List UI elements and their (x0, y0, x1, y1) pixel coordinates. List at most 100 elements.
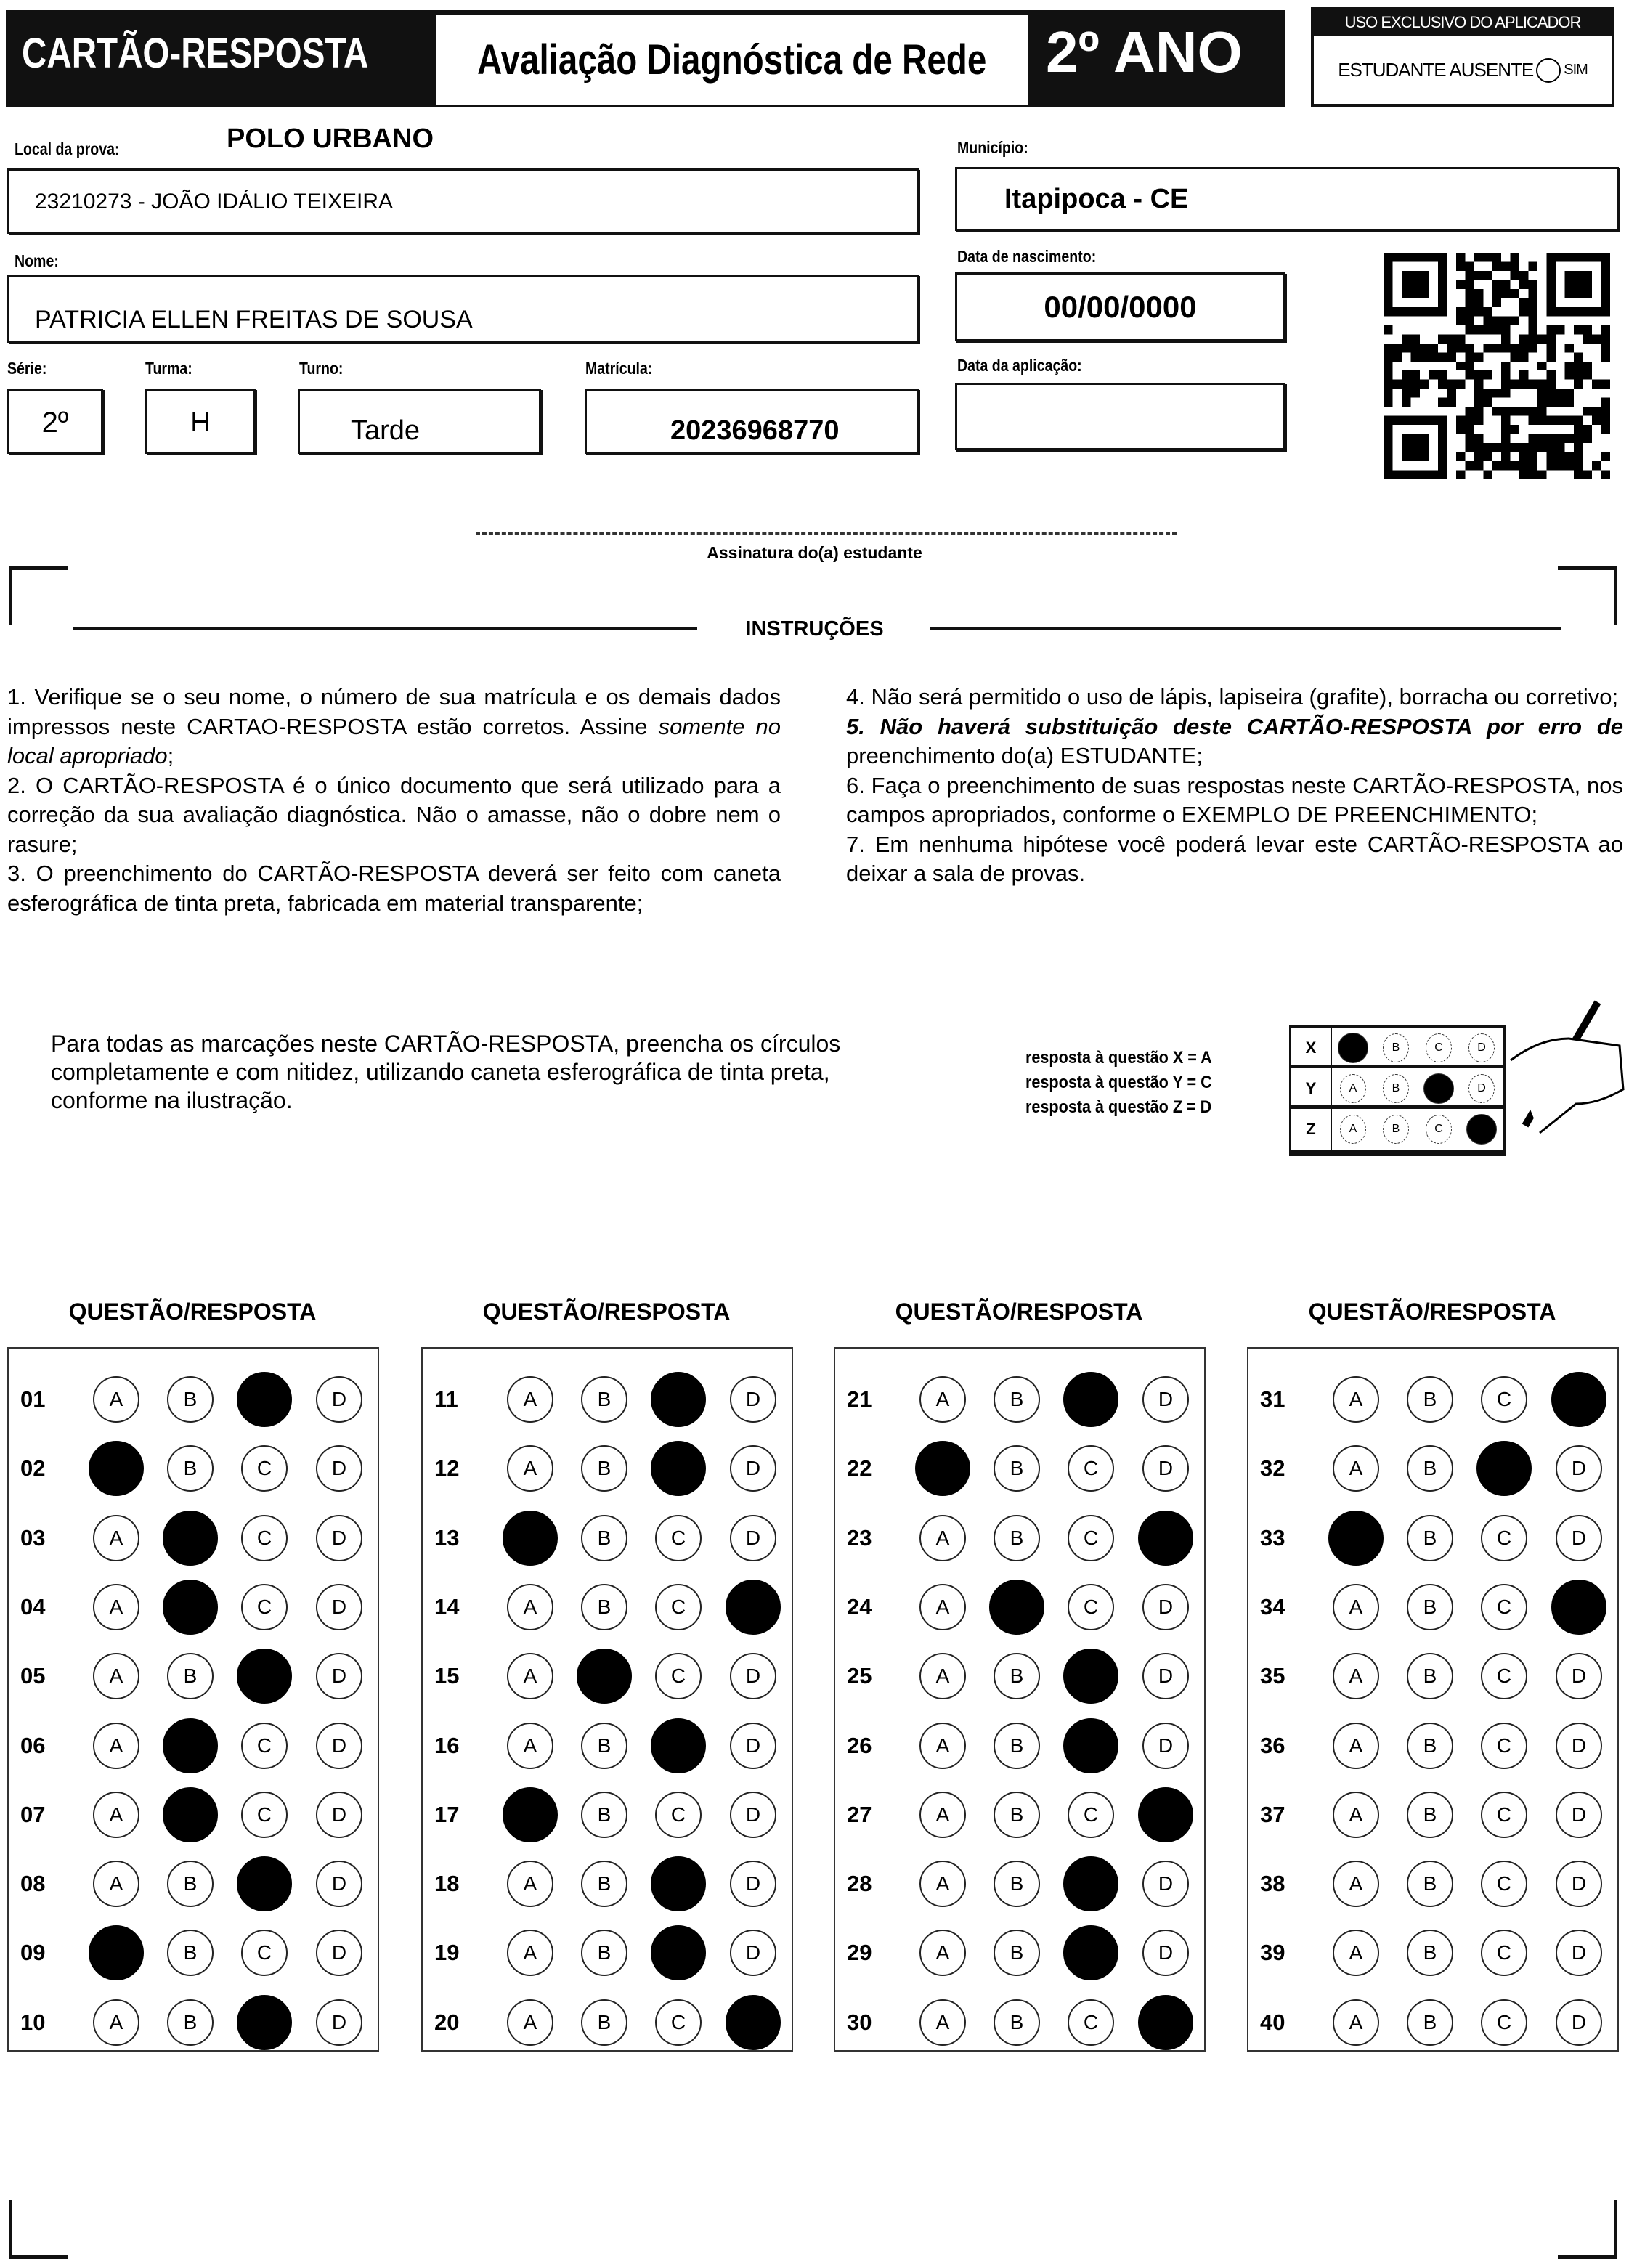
answer-bubble-28-d[interactable]: D (1142, 1861, 1189, 1908)
answer-bubble-29-d[interactable]: D (1142, 1930, 1189, 1977)
answer-bubble-06-d[interactable]: D (316, 1722, 362, 1769)
answer-bubble-03-b[interactable]: B (163, 1510, 218, 1566)
answer-bubble-19-c[interactable]: C (651, 1925, 706, 1981)
answer-bubble-10-b[interactable]: B (167, 1999, 214, 2046)
answer-bubble-13-d[interactable]: D (730, 1514, 776, 1561)
answer-bubble-31-c[interactable]: C (1481, 1376, 1527, 1423)
answer-bubble-38-b[interactable]: B (1407, 1861, 1453, 1908)
answer-bubble-09-b[interactable]: B (167, 1930, 214, 1977)
answer-bubble-18-b[interactable]: B (581, 1861, 627, 1908)
answer-bubble-40-a[interactable]: A (1333, 1999, 1379, 2046)
answer-bubble-35-d[interactable]: D (1556, 1653, 1602, 1700)
answer-bubble-17-b[interactable]: B (581, 1791, 627, 1838)
answer-bubble-20-b[interactable]: B (581, 1999, 627, 2046)
answer-bubble-28-a[interactable]: A (919, 1861, 966, 1908)
answer-bubble-33-d[interactable]: D (1556, 1514, 1602, 1561)
answer-bubble-21-d[interactable]: D (1142, 1376, 1189, 1423)
answer-bubble-06-c[interactable]: C (241, 1722, 288, 1769)
signature-line[interactable] (476, 532, 1177, 535)
answer-bubble-30-c[interactable]: C (1068, 1999, 1114, 2046)
answer-bubble-01-b[interactable]: B (167, 1376, 214, 1423)
answer-bubble-02-b[interactable]: B (167, 1445, 214, 1492)
answer-bubble-39-c[interactable]: C (1481, 1930, 1527, 1977)
answer-bubble-17-c[interactable]: C (655, 1791, 702, 1838)
answer-bubble-22-a[interactable]: A (915, 1441, 970, 1497)
answer-bubble-36-c[interactable]: C (1481, 1722, 1527, 1769)
answer-bubble-14-c[interactable]: C (655, 1583, 702, 1630)
answer-bubble-35-b[interactable]: B (1407, 1653, 1453, 1700)
answer-bubble-22-b[interactable]: B (994, 1445, 1040, 1492)
answer-bubble-11-b[interactable]: B (581, 1376, 627, 1423)
answer-bubble-10-c[interactable]: C (237, 1994, 292, 2050)
answer-bubble-01-d[interactable]: D (316, 1376, 362, 1423)
answer-bubble-32-d[interactable]: D (1556, 1445, 1602, 1492)
answer-bubble-32-b[interactable]: B (1407, 1445, 1453, 1492)
answer-bubble-02-c[interactable]: C (241, 1445, 288, 1492)
answer-bubble-06-b[interactable]: B (163, 1718, 218, 1773)
answer-bubble-13-a[interactable]: A (503, 1510, 558, 1566)
answer-bubble-21-a[interactable]: A (919, 1376, 966, 1423)
answer-bubble-30-a[interactable]: A (919, 1999, 966, 2046)
answer-bubble-15-d[interactable]: D (730, 1653, 776, 1700)
answer-bubble-22-d[interactable]: D (1142, 1445, 1189, 1492)
answer-bubble-33-b[interactable]: B (1407, 1514, 1453, 1561)
answer-bubble-20-d[interactable]: D (726, 1994, 781, 2050)
answer-bubble-25-a[interactable]: A (919, 1653, 966, 1700)
answer-bubble-02-a[interactable]: A (89, 1441, 144, 1497)
aplicacao-field[interactable] (955, 383, 1285, 450)
answer-bubble-15-c[interactable]: C (655, 1653, 702, 1700)
answer-bubble-14-b[interactable]: B (581, 1583, 627, 1630)
answer-bubble-35-c[interactable]: C (1481, 1653, 1527, 1700)
absent-bubble[interactable] (1536, 57, 1561, 83)
answer-bubble-18-a[interactable]: A (507, 1861, 553, 1908)
answer-bubble-04-a[interactable]: A (93, 1583, 139, 1630)
answer-bubble-10-a[interactable]: A (93, 1999, 139, 2046)
answer-bubble-34-d[interactable]: D (1551, 1579, 1606, 1635)
answer-bubble-34-b[interactable]: B (1407, 1583, 1453, 1630)
answer-bubble-11-d[interactable]: D (730, 1376, 776, 1423)
answer-bubble-09-a[interactable]: A (89, 1925, 144, 1981)
answer-bubble-05-a[interactable]: A (93, 1653, 139, 1700)
answer-bubble-23-d[interactable]: D (1138, 1510, 1193, 1566)
answer-bubble-27-d[interactable]: D (1138, 1787, 1193, 1842)
answer-bubble-20-c[interactable]: C (655, 1999, 702, 2046)
answer-bubble-32-c[interactable]: C (1476, 1441, 1532, 1497)
answer-bubble-13-b[interactable]: B (581, 1514, 627, 1561)
answer-bubble-04-c[interactable]: C (241, 1583, 288, 1630)
answer-bubble-24-c[interactable]: C (1068, 1583, 1114, 1630)
answer-bubble-25-c[interactable]: C (1063, 1649, 1118, 1704)
answer-bubble-06-a[interactable]: A (93, 1722, 139, 1769)
answer-bubble-13-c[interactable]: C (655, 1514, 702, 1561)
answer-bubble-16-a[interactable]: A (507, 1722, 553, 1769)
answer-bubble-38-d[interactable]: D (1556, 1861, 1602, 1908)
answer-bubble-38-a[interactable]: A (1333, 1861, 1379, 1908)
answer-bubble-22-c[interactable]: C (1068, 1445, 1114, 1492)
answer-bubble-26-c[interactable]: C (1063, 1718, 1118, 1773)
answer-bubble-12-c[interactable]: C (651, 1441, 706, 1497)
answer-bubble-07-a[interactable]: A (93, 1791, 139, 1838)
answer-bubble-28-c[interactable]: C (1063, 1856, 1118, 1912)
answer-bubble-29-c[interactable]: C (1063, 1925, 1118, 1981)
answer-bubble-04-d[interactable]: D (316, 1583, 362, 1630)
answer-bubble-21-b[interactable]: B (994, 1376, 1040, 1423)
answer-bubble-27-a[interactable]: A (919, 1791, 966, 1838)
answer-bubble-36-d[interactable]: D (1556, 1722, 1602, 1769)
answer-bubble-14-a[interactable]: A (507, 1583, 553, 1630)
answer-bubble-31-b[interactable]: B (1407, 1376, 1453, 1423)
answer-bubble-15-b[interactable]: B (577, 1649, 632, 1704)
answer-bubble-27-b[interactable]: B (994, 1791, 1040, 1838)
answer-bubble-03-d[interactable]: D (316, 1514, 362, 1561)
answer-bubble-28-b[interactable]: B (994, 1861, 1040, 1908)
answer-bubble-26-a[interactable]: A (919, 1722, 966, 1769)
answer-bubble-24-b[interactable]: B (989, 1579, 1044, 1635)
answer-bubble-05-b[interactable]: B (167, 1653, 214, 1700)
answer-bubble-12-d[interactable]: D (730, 1445, 776, 1492)
answer-bubble-16-c[interactable]: C (651, 1718, 706, 1773)
answer-bubble-05-c[interactable]: C (237, 1649, 292, 1704)
answer-bubble-32-a[interactable]: A (1333, 1445, 1379, 1492)
answer-bubble-37-c[interactable]: C (1481, 1791, 1527, 1838)
answer-bubble-29-b[interactable]: B (994, 1930, 1040, 1977)
answer-bubble-34-c[interactable]: C (1481, 1583, 1527, 1630)
answer-bubble-01-c[interactable]: C (237, 1372, 292, 1427)
answer-bubble-15-a[interactable]: A (507, 1653, 553, 1700)
